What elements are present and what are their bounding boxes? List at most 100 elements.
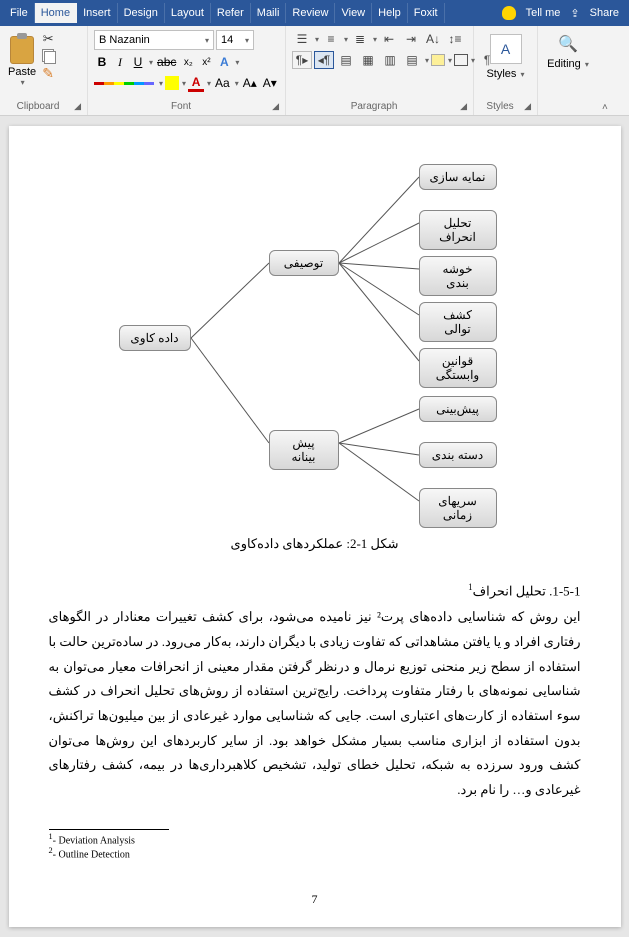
bullets-button[interactable]: ☰ xyxy=(292,30,312,48)
collapse-ribbon-icon[interactable]: ˄ xyxy=(598,100,612,115)
diagram-node-fore: پیش‌بینی xyxy=(419,396,497,422)
menu-tab-help[interactable]: Help xyxy=(372,3,408,23)
group-paragraph: ☰▾ ≡▾ ≣▾ ⇤ ⇥ A↓ ↕≡ ¶▸ ◂¶ ▤ ▦ ▥ ▤▾ ▾ ▾ Pa… xyxy=(286,26,474,115)
diagram-node-desc: توصیفی xyxy=(269,250,339,276)
borders-button[interactable] xyxy=(454,54,468,66)
paste-button[interactable]: Paste ▾ xyxy=(6,30,38,89)
numbering-button[interactable]: ≡ xyxy=(321,30,341,48)
clipboard-label-text: Clipboard xyxy=(17,101,60,112)
menu-tab-design[interactable]: Design xyxy=(118,3,165,23)
diagram-node-dev: تحلیل انحراف xyxy=(419,210,497,250)
diagram-node-class: دسته بندی xyxy=(419,442,497,468)
font-launcher-icon[interactable]: ◢ xyxy=(272,101,279,112)
titlebar-right: Tell me ⇪ Share xyxy=(502,6,625,20)
shading-button[interactable] xyxy=(431,54,445,66)
format-painter-button[interactable] xyxy=(40,66,56,80)
group-label-font: Font ◢ xyxy=(94,100,279,113)
align-right-button[interactable]: ▥ xyxy=(380,51,400,69)
paragraph-launcher-icon[interactable]: ◢ xyxy=(460,101,467,112)
decrease-indent-button[interactable]: ⇤ xyxy=(379,30,399,48)
titlebar: FileHomeInsertDesignLayoutReferMailiRevi… xyxy=(0,0,629,26)
styles-label-text: Styles xyxy=(486,101,513,112)
strikethrough-button[interactable]: abc xyxy=(155,53,178,71)
font-name-value: B Nazanin xyxy=(99,34,150,46)
page: داده کاوی توصیفی پیش بینانه نمایه سازی تحلیل… xyxy=(9,126,621,927)
group-label-styles: Styles ◢ xyxy=(480,100,531,113)
diagram-node-seq: کشف توالی xyxy=(419,302,497,342)
document-area[interactable]: داده کاوی توصیفی پیش بینانه نمایه سازی تحلیل… xyxy=(0,116,629,937)
font-size-value: 14 xyxy=(221,34,233,46)
tell-me-icon xyxy=(502,6,516,20)
color-bar-icon xyxy=(94,82,154,85)
rtl-button[interactable]: ◂¶ xyxy=(314,51,334,69)
menu-tab-layout[interactable]: Layout xyxy=(165,3,211,23)
diagram-node-clus: خوشه بندی xyxy=(419,256,497,296)
diagram-node-pred: پیش بینانه xyxy=(269,430,339,470)
tell-me-label[interactable]: Tell me xyxy=(526,7,561,19)
footnote-separator xyxy=(49,829,169,830)
editing-button[interactable]: Editing ▾ xyxy=(547,58,589,70)
group-label-clipboard: Clipboard ◢ xyxy=(6,100,81,113)
footnote-1: 1- Deviation Analysis xyxy=(49,832,581,846)
sort-button[interactable]: A↓ xyxy=(423,30,443,48)
align-center-button[interactable]: ▦ xyxy=(358,51,378,69)
highlight-button[interactable] xyxy=(165,76,179,90)
share-button[interactable]: Share xyxy=(590,7,619,19)
underline-button[interactable]: U xyxy=(130,53,146,71)
grow-font-button[interactable]: A▴ xyxy=(241,74,259,92)
paste-dropdown-icon[interactable]: ▾ xyxy=(21,78,25,87)
diagram: داده کاوی توصیفی پیش بینانه نمایه سازی تحلیل… xyxy=(49,150,581,530)
align-left-button[interactable]: ▤ xyxy=(336,51,356,69)
copy-button[interactable] xyxy=(40,49,56,63)
group-editing: 🔍 Editing ▾ xyxy=(538,26,598,115)
clipboard-launcher-icon[interactable]: ◢ xyxy=(74,101,81,112)
paragraph-label-text: Paragraph xyxy=(351,101,398,112)
section-heading: 1-5-1. تحلیل انحراف1 xyxy=(49,582,581,599)
justify-button[interactable]: ▤ xyxy=(402,51,422,69)
font-color-button[interactable]: A xyxy=(188,74,204,92)
figure-caption: شکل 1-2: عملکردهای داده‌کاوی xyxy=(49,536,581,552)
text-effects-button[interactable]: A xyxy=(216,53,232,71)
styles-sample: A xyxy=(501,41,510,57)
font-name-select[interactable]: B Nazanin▾ xyxy=(94,30,214,50)
paste-label: Paste xyxy=(8,66,36,78)
ltr-button[interactable]: ¶▸ xyxy=(292,51,312,69)
font-size-select[interactable]: 14▾ xyxy=(216,30,254,50)
page-number: 7 xyxy=(49,892,581,907)
group-clipboard: Paste ▾ Clipboard ◢ xyxy=(0,26,88,115)
diagram-node-assoc: قوانین وابستگی xyxy=(419,348,497,388)
diagram-node-prof: نمایه سازی xyxy=(419,164,497,190)
styles-launcher-icon[interactable]: ◢ xyxy=(524,101,531,112)
menu-tab-view[interactable]: View xyxy=(335,3,372,23)
styles-icon[interactable]: A xyxy=(490,34,522,64)
group-styles: A Styles ▾ Styles ◢ xyxy=(474,26,538,115)
editing-button-label: Editing xyxy=(547,58,581,70)
font-label-text: Font xyxy=(171,101,191,112)
italic-button[interactable]: I xyxy=(112,53,128,71)
menu-tab-insert[interactable]: Insert xyxy=(77,3,118,23)
bold-button[interactable]: B xyxy=(94,53,110,71)
menu-tab-mailings[interactable]: Maili xyxy=(251,3,287,23)
share-icon: ⇪ xyxy=(570,7,579,20)
superscript-button[interactable]: x² xyxy=(198,53,214,71)
editing-icon: 🔍 xyxy=(558,34,578,54)
footnote-2: 2- Outline Detection xyxy=(49,846,581,860)
line-spacing-button[interactable]: ↕≡ xyxy=(445,30,465,48)
diagram-node-root: داده کاوی xyxy=(119,325,191,351)
styles-button[interactable]: Styles ▾ xyxy=(486,68,524,80)
case-button[interactable]: Aa xyxy=(213,74,232,92)
paste-icon xyxy=(8,32,36,64)
group-label-paragraph: Paragraph ◢ xyxy=(292,100,467,113)
shrink-font-button[interactable]: A▾ xyxy=(261,74,279,92)
multilevel-button[interactable]: ≣ xyxy=(350,30,370,48)
subscript-button[interactable]: x₂ xyxy=(180,53,196,71)
menu-tab-home[interactable]: Home xyxy=(35,3,77,23)
menu-tab-foxit pdf[interactable]: Foxit xyxy=(408,3,445,23)
menu-tabs: FileHomeInsertDesignLayoutReferMailiRevi… xyxy=(4,3,445,23)
menu-tab-file[interactable]: File xyxy=(4,3,35,23)
increase-indent-button[interactable]: ⇥ xyxy=(401,30,421,48)
body-paragraph: این روش که شناسایی داده‌های پرت² نیز نام… xyxy=(49,605,581,803)
menu-tab-references[interactable]: Refer xyxy=(211,3,251,23)
cut-button[interactable] xyxy=(40,32,56,46)
menu-tab-review[interactable]: Review xyxy=(286,3,335,23)
